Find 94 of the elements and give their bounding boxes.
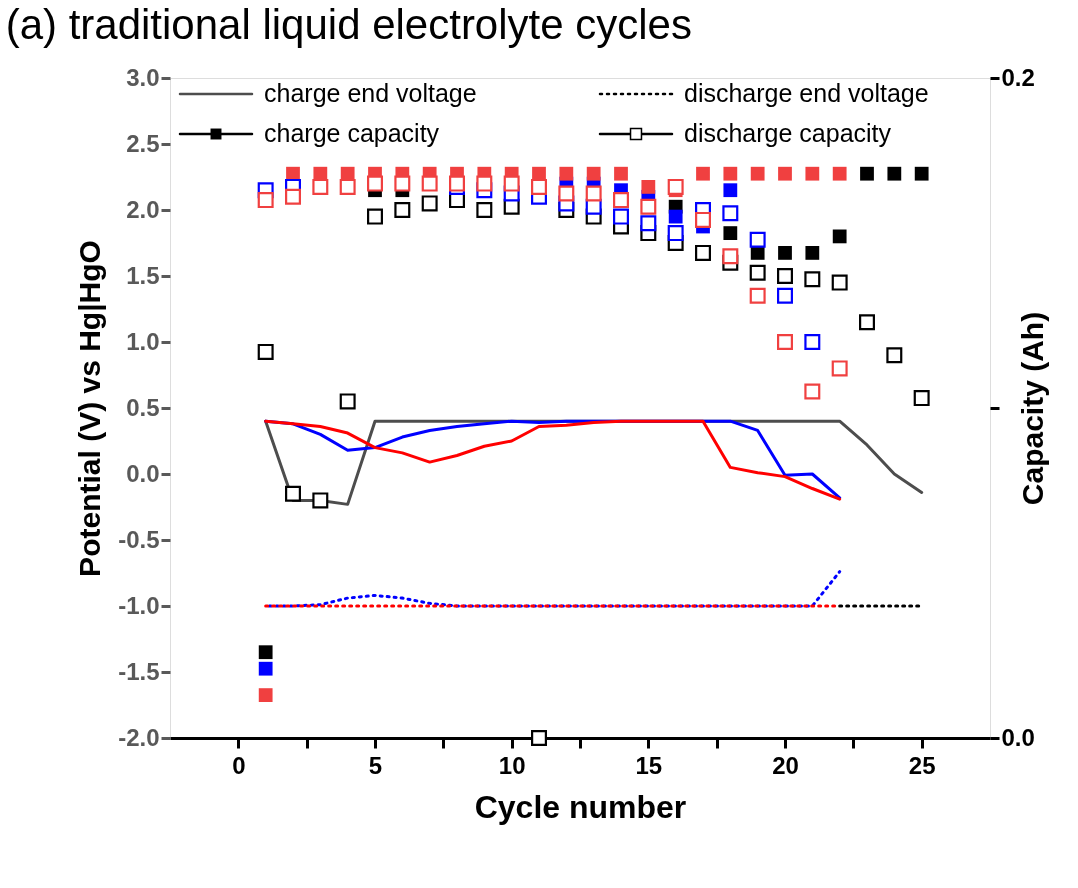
- point: [421, 175, 438, 192]
- point: [805, 246, 820, 260]
- y-tick-label: 2.0: [126, 195, 160, 223]
- y2-tick-label: 0.2: [1001, 63, 1035, 91]
- point: [831, 360, 848, 377]
- y-tick-label: 0.5: [126, 393, 160, 421]
- y-tick-label: 1.5: [126, 261, 160, 289]
- point: [531, 178, 547, 195]
- point: [859, 314, 875, 331]
- point: [421, 195, 438, 212]
- x-tick-label: 25: [908, 751, 936, 779]
- point: [777, 334, 793, 350]
- legend-label: discharge end voltage: [684, 79, 929, 107]
- point: [367, 208, 383, 225]
- point: [258, 645, 273, 660]
- legend-label: charge end voltage: [264, 79, 477, 107]
- point: [805, 166, 820, 181]
- y-tick-label: -0.5: [118, 525, 160, 553]
- point: [722, 205, 739, 222]
- point: [831, 274, 848, 291]
- point: [613, 208, 629, 225]
- point: [258, 688, 273, 702]
- y2-tick-label: 0.0: [1001, 723, 1035, 751]
- point: [614, 166, 628, 181]
- y-tick-label: 3.0: [126, 63, 160, 91]
- point: [476, 175, 493, 192]
- y2-axis-title: Capacity (Ah): [1015, 311, 1049, 506]
- y-axis-title: Potential (V) vs Hg|HgO: [73, 240, 107, 577]
- point: [695, 244, 711, 261]
- point: [559, 166, 574, 181]
- point: [312, 178, 329, 195]
- point: [696, 166, 710, 181]
- x-axis-title: Cycle number: [474, 788, 687, 825]
- point: [668, 209, 683, 224]
- point: [749, 231, 766, 248]
- point: [860, 166, 874, 181]
- point: [641, 180, 656, 194]
- point: [640, 198, 657, 215]
- point: [312, 492, 329, 509]
- point: [804, 334, 821, 350]
- y-tick-label: 1.0: [126, 327, 160, 355]
- point: [777, 287, 793, 304]
- point: [750, 166, 765, 181]
- x-tick-label: 20: [772, 751, 799, 779]
- point: [723, 183, 738, 198]
- point: [613, 192, 629, 209]
- point: [558, 185, 575, 202]
- point: [723, 166, 738, 181]
- point: [640, 215, 657, 232]
- point: [285, 188, 301, 205]
- point: [339, 178, 356, 195]
- point: [886, 347, 903, 364]
- point: [804, 383, 821, 400]
- point: [913, 390, 930, 407]
- y-tick-label: 0.0: [126, 459, 160, 487]
- y-tick-label: -1.0: [118, 591, 160, 619]
- point: [749, 287, 766, 304]
- point: [667, 178, 684, 195]
- point: [723, 226, 738, 240]
- chart-title: (a) traditional liquid electrolyte cycles: [5, 1, 692, 48]
- point: [585, 185, 602, 202]
- point: [722, 248, 739, 265]
- point: [832, 166, 847, 181]
- point: [914, 166, 929, 181]
- point: [832, 229, 847, 244]
- point: [778, 246, 792, 260]
- point: [503, 175, 520, 192]
- point: [887, 166, 902, 181]
- point: [804, 271, 821, 288]
- point: [695, 211, 711, 228]
- point: [394, 202, 411, 218]
- x-tick-label: 5: [368, 751, 383, 779]
- point: [367, 175, 383, 192]
- point: [476, 202, 493, 218]
- x-tick-label: 0: [232, 751, 246, 779]
- point: [778, 166, 792, 181]
- y-tick-label: 2.5: [126, 129, 160, 157]
- y-tick-label: -1.5: [118, 657, 160, 685]
- point: [749, 264, 766, 281]
- legend-label: discharge capacity: [684, 119, 892, 147]
- point: [339, 393, 356, 410]
- legend-label: charge capacity: [264, 119, 440, 147]
- point: [586, 166, 601, 181]
- point: [285, 485, 301, 502]
- point: [777, 268, 793, 284]
- point: [257, 343, 274, 360]
- point: [667, 225, 684, 242]
- point: [394, 175, 411, 192]
- point: [531, 730, 547, 746]
- x-tick-label: 10: [498, 751, 526, 779]
- x-tick-label: 15: [635, 751, 663, 779]
- point: [258, 661, 273, 676]
- y-tick-label: -2.0: [118, 723, 160, 751]
- point: [257, 192, 274, 209]
